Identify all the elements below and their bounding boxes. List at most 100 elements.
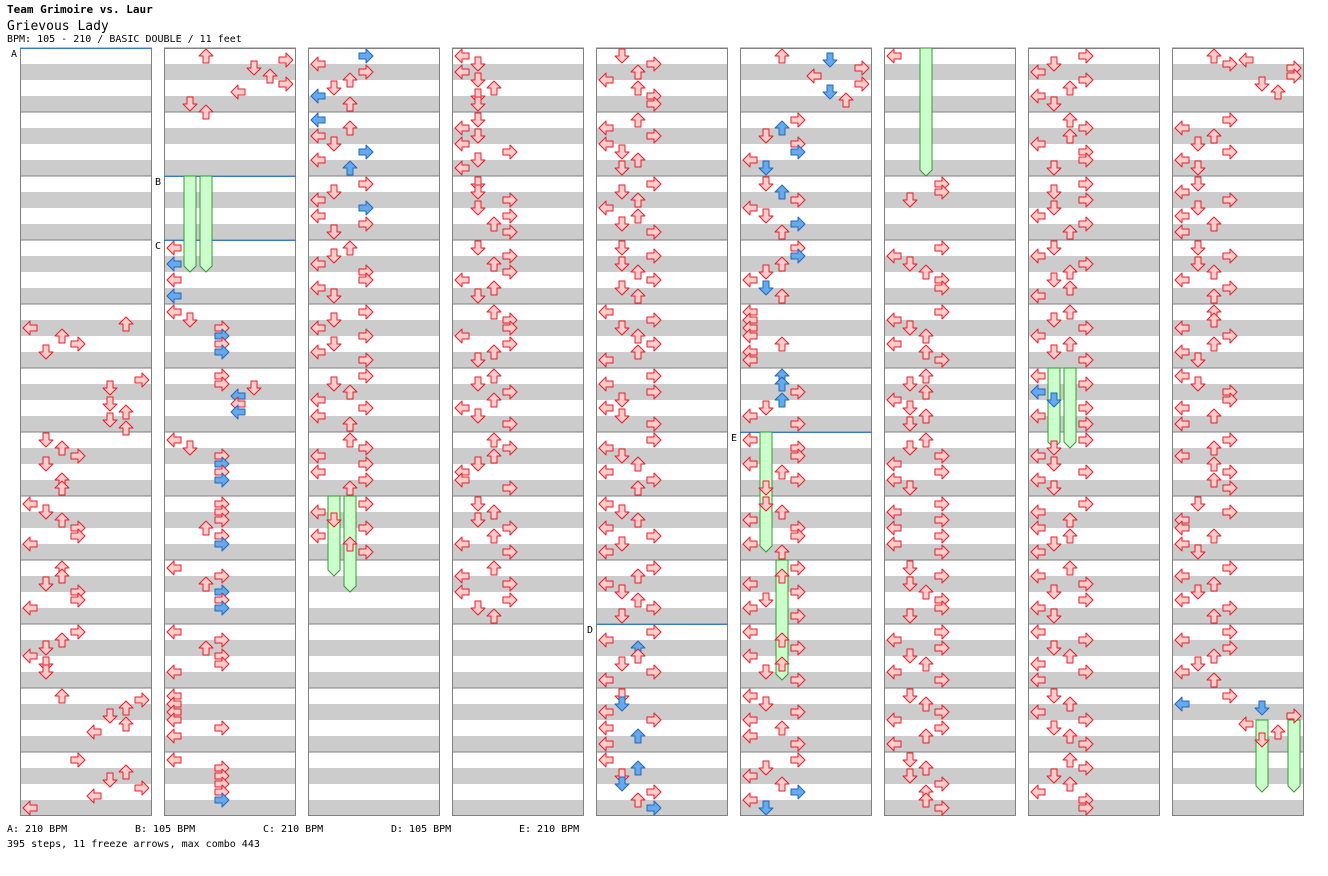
step-arrow <box>358 352 374 368</box>
beat-stripe <box>20 768 152 784</box>
song-title: Grievous Lady <box>7 19 109 34</box>
beat-stripe <box>1172 384 1304 400</box>
beat-stripe <box>452 704 584 720</box>
beat-stripe <box>164 576 296 592</box>
beat-stripe <box>884 160 1016 176</box>
step-arrow <box>1030 472 1046 488</box>
beat-stripe <box>164 288 296 304</box>
step-arrow <box>262 68 278 84</box>
beat-stripe <box>308 672 440 688</box>
step-arrow <box>1046 200 1062 216</box>
step-arrow <box>742 328 758 344</box>
step-arrow <box>758 160 774 176</box>
step-arrow <box>38 664 54 680</box>
beat-stripe <box>884 288 1016 304</box>
beat-stripe <box>884 256 1016 272</box>
step-arrow <box>454 328 470 344</box>
step-arrow <box>646 664 662 680</box>
step-arrow <box>342 384 358 400</box>
step-arrow <box>166 664 182 680</box>
beat-stripe <box>1028 160 1160 176</box>
step-arrow <box>646 312 662 328</box>
step-arrow <box>1222 192 1238 208</box>
step-arrow <box>1190 584 1206 600</box>
step-arrow <box>902 560 918 576</box>
step-arrow <box>614 504 630 520</box>
step-arrow <box>886 392 902 408</box>
step-arrow <box>1286 708 1302 724</box>
step-arrow <box>1206 312 1222 328</box>
beat-stripe <box>164 672 296 688</box>
step-arrow <box>214 376 230 392</box>
step-arrow <box>918 328 934 344</box>
beat-stripe <box>452 256 584 272</box>
beat-stripe <box>596 160 728 176</box>
step-arrow <box>614 408 630 424</box>
step-arrow <box>1030 288 1046 304</box>
step-arrow <box>934 800 950 816</box>
step-arrow <box>598 120 614 136</box>
step-arrow <box>790 112 806 128</box>
step-arrow <box>790 608 806 624</box>
beat-stripe <box>164 704 296 720</box>
step-arrow <box>342 72 358 88</box>
beat-stripe <box>596 416 728 432</box>
step-arrow <box>774 120 790 136</box>
beat-stripe <box>452 544 584 560</box>
step-arrow <box>1174 320 1190 336</box>
beat-stripe <box>884 128 1016 144</box>
step-arrow <box>214 656 230 672</box>
beat-stripe <box>1028 352 1160 368</box>
step-arrow <box>486 528 502 544</box>
beat-stripe <box>1172 96 1304 112</box>
step-arrow <box>630 80 646 96</box>
step-arrow <box>614 240 630 256</box>
beat-stripe <box>20 128 152 144</box>
beat-stripe <box>452 448 584 464</box>
beat-stripe <box>884 640 1016 656</box>
beat-stripe <box>1028 576 1160 592</box>
step-arrow <box>1078 736 1094 752</box>
beat-stripe <box>20 544 152 560</box>
step-arrow <box>646 624 662 640</box>
step-arrow <box>1046 608 1062 624</box>
step-arrow <box>1222 328 1238 344</box>
beat-stripe <box>308 736 440 752</box>
step-arrow <box>630 648 646 664</box>
beat-stripe <box>20 576 152 592</box>
beat-stripe <box>308 416 440 432</box>
step-arrow <box>854 76 870 92</box>
step-arrow <box>326 288 342 304</box>
step-arrow <box>310 208 326 224</box>
step-arrow <box>774 656 790 672</box>
step-arrow <box>918 432 934 448</box>
step-arrow <box>614 696 630 712</box>
beat-stripe <box>1172 192 1304 208</box>
step-arrow <box>1046 440 1062 456</box>
step-arrow <box>1174 416 1190 432</box>
step-arrow <box>1030 544 1046 560</box>
beat-stripe <box>164 416 296 432</box>
beat-stripe <box>20 640 152 656</box>
step-arrow <box>502 320 518 336</box>
step-arrow <box>902 480 918 496</box>
step-arrow <box>630 328 646 344</box>
step-arrow <box>774 568 790 584</box>
beat-stripe <box>884 480 1016 496</box>
beat-stripe <box>740 256 872 272</box>
step-arrow <box>310 192 326 208</box>
step-arrow <box>230 84 246 100</box>
step-arrow <box>166 256 182 272</box>
step-arrow <box>326 248 342 264</box>
beat-stripe <box>452 672 584 688</box>
step-arrow <box>1174 368 1190 384</box>
step-arrow <box>310 152 326 168</box>
step-arrow <box>598 352 614 368</box>
beat-stripe <box>20 352 152 368</box>
step-arrow <box>22 800 38 816</box>
beat-stripe <box>164 64 296 80</box>
beat-stripe <box>452 512 584 528</box>
beat-stripe <box>308 704 440 720</box>
step-arrow <box>1222 624 1238 640</box>
step-arrow <box>886 736 902 752</box>
